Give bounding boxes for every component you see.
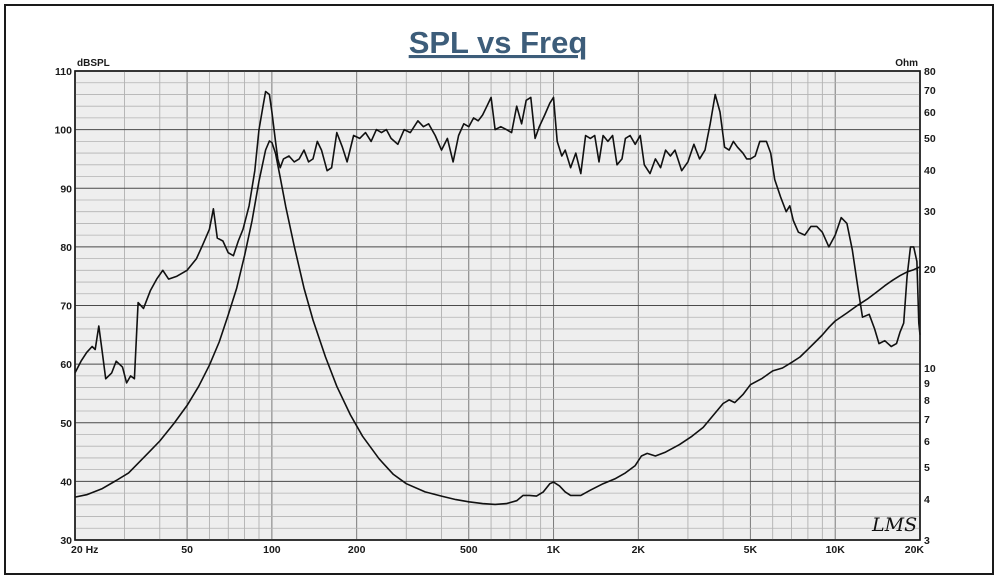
impedance-curve [74, 140, 921, 506]
left-axis-unit: dBSPL [77, 58, 110, 69]
grid [75, 71, 920, 540]
y-left-tick-label: 90 [60, 183, 72, 195]
tick-labels: 20 Hz 50 100 200 500 1K 2K 5K 10K 20K 30 40 50 60 70 80… [54, 66, 935, 556]
y-left-tick-label: 80 [60, 242, 72, 254]
y-right-tick-label: 6 [924, 436, 930, 448]
y-right-tick-label: 10 [924, 363, 936, 375]
y-left-tick-label: 110 [55, 66, 72, 78]
y-right-tick-label: 60 [924, 107, 936, 119]
y-right-tick-label: 7 [924, 414, 930, 426]
y-left-tick-label: 40 [60, 476, 72, 488]
x-tick-label: 5K [744, 544, 758, 556]
y-right-tick-label: 5 [924, 462, 930, 474]
y-left-tick-label: 30 [60, 535, 72, 547]
y-right-tick-label: 70 [924, 85, 936, 97]
y-right-tick-label: 50 [924, 133, 936, 145]
y-right-tick-label: 3 [924, 535, 930, 547]
x-tick-label: 100 [263, 544, 281, 556]
x-tick-label: 20 Hz [71, 544, 98, 556]
y-right-tick-label: 9 [924, 378, 930, 390]
plot-border [74, 70, 921, 541]
y-right-tick-label: 20 [924, 264, 936, 276]
x-tick-label: 10K [826, 544, 846, 556]
y-right-tick-label: 80 [924, 66, 936, 78]
x-tick-label: 500 [460, 544, 478, 556]
y-left-tick-label: 100 [54, 125, 72, 137]
y-right-tick-label: 4 [924, 494, 930, 506]
y-left-tick-label: 70 [60, 301, 72, 313]
y-right-tick-label: 8 [924, 395, 930, 407]
y-right-tick-label: 30 [924, 206, 936, 218]
spl-curve [74, 90, 921, 384]
y-right-tick-label: 40 [924, 165, 936, 177]
x-tick-label: 200 [348, 544, 366, 556]
x-tick-label: 50 [181, 544, 193, 556]
y-left-tick-label: 60 [60, 359, 72, 371]
curves [74, 90, 921, 506]
right-axis-unit: Ohm [895, 58, 918, 69]
chart-title: SPL vs Freq [409, 25, 588, 60]
x-tick-label: 2K [632, 544, 646, 556]
y-left-tick-label: 50 [60, 418, 72, 430]
brand-logo: LMS [871, 514, 917, 536]
x-tick-label: 20K [905, 544, 925, 556]
x-tick-label: 1K [547, 544, 561, 556]
